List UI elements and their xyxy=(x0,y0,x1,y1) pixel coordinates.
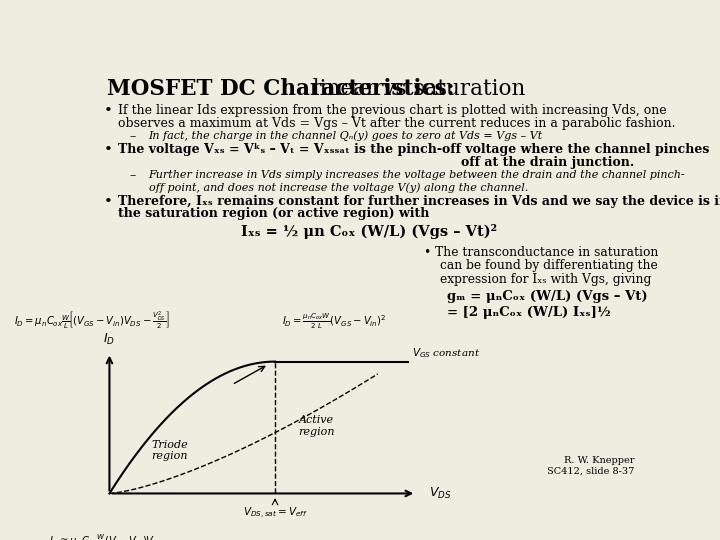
Text: Active
region: Active region xyxy=(299,415,335,436)
Text: = [2 μₙCₒₓ (W/L) Iₓₛ]½: = [2 μₙCₒₓ (W/L) Iₓₛ]½ xyxy=(447,306,611,319)
Text: Further increase in Vds simply increases the voltage between the drain and the c: Further increase in Vds simply increases… xyxy=(148,170,685,180)
Text: •: • xyxy=(104,104,113,118)
Text: SC412, slide 8-37: SC412, slide 8-37 xyxy=(546,467,634,476)
Text: Triode
region: Triode region xyxy=(151,440,189,462)
Text: observes a maximum at Vds = Vgs – Vt after the current reduces in a parabolic fa: observes a maximum at Vds = Vgs – Vt aft… xyxy=(118,117,675,130)
Text: the saturation region (or active region) with: the saturation region (or active region)… xyxy=(118,207,429,220)
Text: $I_D \cong \mu_n C_{ox} \frac{W}{L}(V_{GS}\;V_{in})V_{DS}$: $I_D \cong \mu_n C_{ox} \frac{W}{L}(V_{G… xyxy=(49,532,164,540)
Text: MOSFET DC Characteristics:: MOSFET DC Characteristics: xyxy=(107,78,454,100)
Text: $I_D = \mu_n C_{ox} \frac{W}{L}\!\left[(V_{GS}-V_{in})V_{DS}-\frac{V_{DS}^2}{2}\: $I_D = \mu_n C_{ox} \frac{W}{L}\!\left[(… xyxy=(14,309,171,331)
Text: If the linear Ids expression from the previous chart is plotted with increasing : If the linear Ids expression from the pr… xyxy=(118,104,667,117)
Text: The voltage Vₓₛ = Vᵏₛ – Vₜ = Vₓₛₛₐₜ is the pinch-off voltage where the channel p: The voltage Vₓₛ = Vᵏₛ – Vₜ = Vₓₛₛₐₜ is t… xyxy=(118,143,709,156)
Text: linear vs saturation: linear vs saturation xyxy=(300,78,526,100)
Text: expression for Iₓₛ with Vgs, giving: expression for Iₓₛ with Vgs, giving xyxy=(441,273,652,286)
Text: • The transconductance in saturation: • The transconductance in saturation xyxy=(423,246,658,259)
Text: can be found by differentiating the: can be found by differentiating the xyxy=(441,259,658,272)
Text: •: • xyxy=(104,194,113,208)
Text: –: – xyxy=(129,130,135,143)
Text: off point, and does not increase the voltage V(y) along the channel.: off point, and does not increase the vol… xyxy=(148,182,528,193)
Text: •: • xyxy=(104,143,113,157)
Text: R. W. Knepper: R. W. Knepper xyxy=(564,456,634,465)
Text: $V_{DS}$: $V_{DS}$ xyxy=(429,486,451,501)
Text: $I_D = \frac{\mu_n C_{ox} W}{2\;L}(V_{GS}-V_{in})^2$: $I_D = \frac{\mu_n C_{ox} W}{2\;L}(V_{GS… xyxy=(282,312,387,331)
Text: –: – xyxy=(129,170,135,183)
Text: Iₓₛ = ½ μn Cₒₓ (W/L) (Vgs – Vt)²: Iₓₛ = ½ μn Cₒₓ (W/L) (Vgs – Vt)² xyxy=(241,224,497,239)
Text: $V_{GS}$ constant: $V_{GS}$ constant xyxy=(412,346,480,360)
Text: In fact, the charge in the channel Qₙ(y) goes to zero at Vds = Vgs – Vt: In fact, the charge in the channel Qₙ(y)… xyxy=(148,130,543,141)
Text: $V_{DS,sat} = V_{eff}$: $V_{DS,sat} = V_{eff}$ xyxy=(243,506,307,521)
Text: gₘ = μₙCₒₓ (W/L) (Vgs – Vt): gₘ = μₙCₒₓ (W/L) (Vgs – Vt) xyxy=(447,289,648,302)
Text: Therefore, Iₓₛ remains constant for further increases in Vds and we say the devi: Therefore, Iₓₛ remains constant for furt… xyxy=(118,194,720,207)
Text: off at the drain junction.: off at the drain junction. xyxy=(461,156,634,169)
Text: $I_D$: $I_D$ xyxy=(104,332,115,347)
